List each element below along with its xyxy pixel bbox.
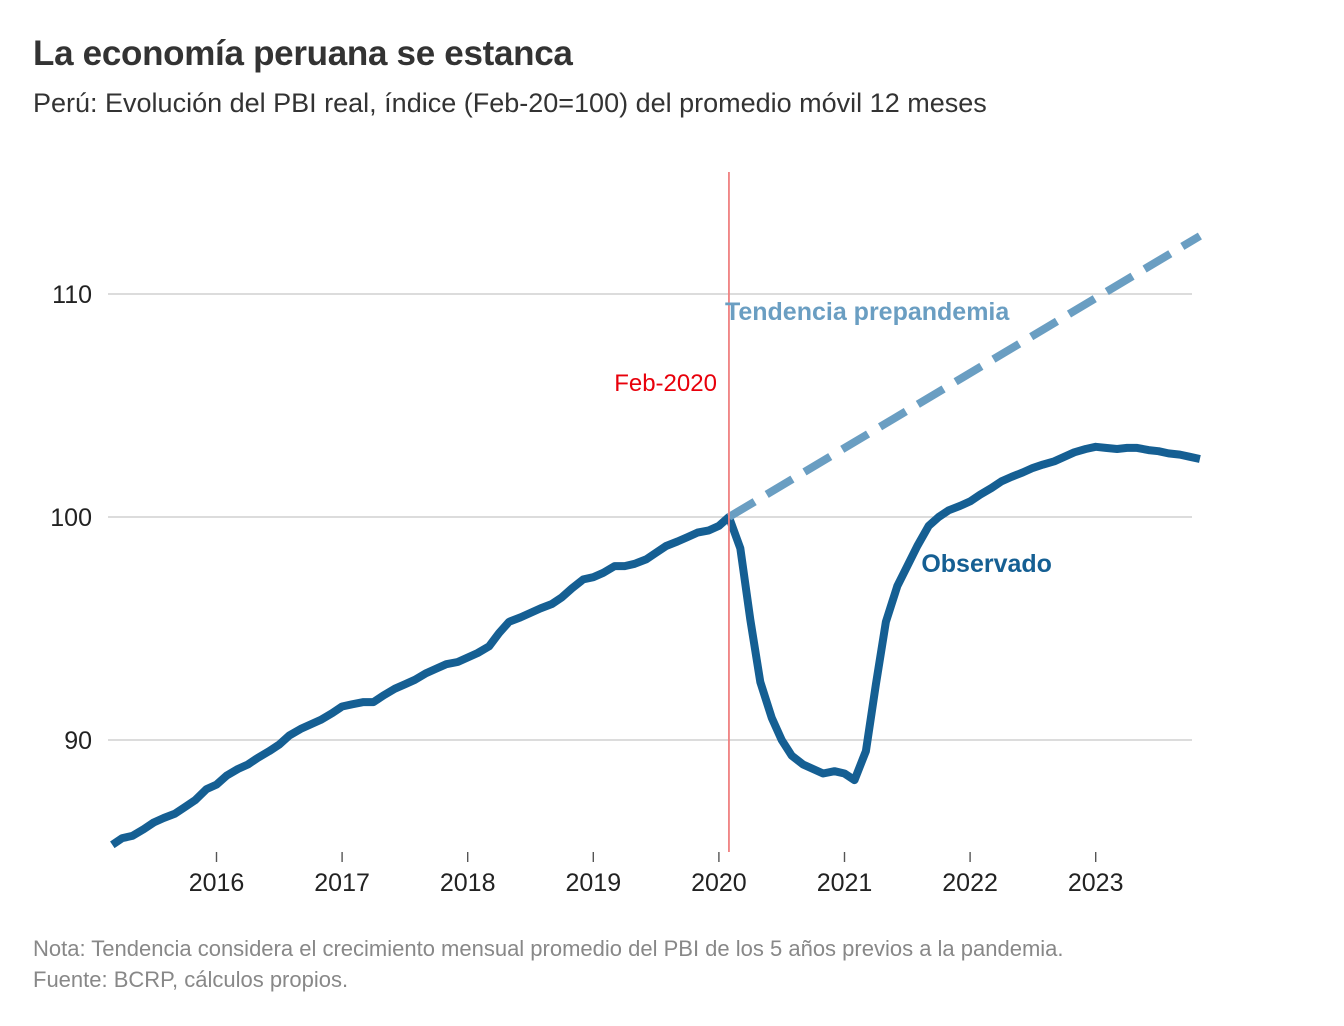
feb-2020-label: Feb-2020 <box>614 370 717 397</box>
annotations: Feb-2020 Tendencia prepandemia Observado <box>614 172 1052 852</box>
trend-label: Tendencia prepandemia <box>725 298 1010 326</box>
x-tick-label: 2021 <box>817 869 873 897</box>
source-text: Fuente: BCRP, cálculos propios. <box>33 967 349 992</box>
axis-labels: 90 100 110 2016 2017 2018 2019 2020 2021 2022 2023 <box>50 281 1123 897</box>
line-chart: 90 100 110 2016 2017 2018 2019 2020 2021 2022 2023… <box>50 172 1202 897</box>
x-tick-label: 2020 <box>691 869 747 897</box>
chart-subtitle: Perú: Evolución del PBI real, índice (Fe… <box>33 88 987 118</box>
observed-label: Observado <box>921 550 1052 578</box>
y-tick-label: 100 <box>50 504 92 532</box>
trend-series-line <box>726 232 1202 521</box>
x-tick-label: 2018 <box>440 869 496 897</box>
chart-title: La economía peruana se estanca <box>33 34 573 73</box>
x-tick-label: 2019 <box>565 869 621 897</box>
y-tick-label: 110 <box>52 281 92 309</box>
observed-series-line <box>110 442 1201 849</box>
x-tick-label: 2023 <box>1068 869 1124 897</box>
series-lines <box>110 232 1202 849</box>
grid-lines <box>108 293 1192 741</box>
x-tick-label: 2022 <box>942 869 998 897</box>
footnote: Nota: Tendencia considera el crecimiento… <box>33 933 1064 995</box>
note-text: Nota: Tendencia considera el crecimiento… <box>33 936 1064 961</box>
x-tick-label: 2017 <box>314 869 370 897</box>
y-tick-label: 90 <box>64 727 92 755</box>
x-tick-label: 2016 <box>189 869 245 897</box>
